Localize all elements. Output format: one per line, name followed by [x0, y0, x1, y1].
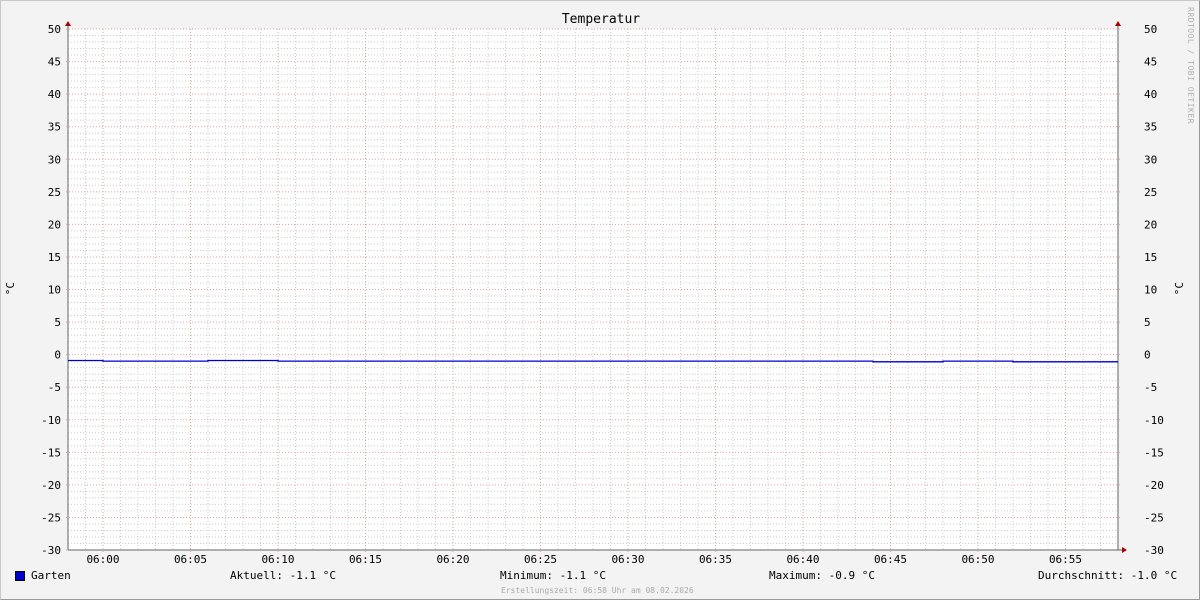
y-tick-label-left: -5 — [48, 381, 61, 394]
y-tick-label-right: -5 — [1144, 381, 1157, 394]
x-tick-label: 06:00 — [86, 553, 119, 566]
x-axis-arrow-icon — [1122, 547, 1127, 553]
y-tick-label-left: -20 — [41, 479, 61, 492]
y-tick-label-left: 10 — [48, 284, 61, 297]
y-axis-label-right: °C — [1173, 282, 1186, 296]
y-tick-label-right: 10 — [1144, 284, 1157, 297]
watermark: RRDTOOL / TOBI OETIKER — [1186, 7, 1195, 124]
x-tick-label: 06:55 — [1049, 553, 1082, 566]
y-tick-label-left: 50 — [48, 23, 61, 36]
y-axis-arrow-icon — [65, 21, 71, 26]
y-tick-label-left: 0 — [54, 349, 61, 362]
y-tick-label-right: 40 — [1144, 88, 1157, 101]
y-tick-label-left: -25 — [41, 511, 61, 524]
y-tick-label-right: 35 — [1144, 121, 1157, 134]
x-tick-label: 06:30 — [611, 553, 644, 566]
series-line — [68, 359, 1118, 363]
x-tick-label: 06:35 — [699, 553, 732, 566]
y-tick-label-left: 35 — [48, 121, 61, 134]
chart-title: Temperatur — [561, 12, 641, 27]
y-tick-label-right: -25 — [1144, 511, 1164, 524]
legend-maximum: Maximum: -0.9 °C — [769, 569, 875, 582]
x-tick-label: 06:45 — [874, 553, 907, 566]
y-tick-label-left: 5 — [54, 316, 61, 329]
legend-average: Durchschnitt: -1.0 °C — [1038, 569, 1178, 582]
x-tick-label: 06:05 — [174, 553, 207, 566]
y-tick-label-right: -10 — [1144, 414, 1164, 427]
legend-minimum: Minimum: -1.1 °C — [500, 569, 606, 582]
y-tick-label-right: 20 — [1144, 218, 1157, 231]
y-tick-label-right: 25 — [1144, 186, 1157, 199]
y-tick-label-left: 45 — [48, 56, 61, 69]
x-tick-label: 06:40 — [786, 553, 819, 566]
y-tick-label-left: 25 — [48, 186, 61, 199]
x-tick-label: 06:15 — [349, 553, 382, 566]
x-tick-label: 06:20 — [436, 553, 469, 566]
y-tick-label-right: -20 — [1144, 479, 1164, 492]
y-tick-label-right: 30 — [1144, 153, 1157, 166]
y-tick-label-right: 0 — [1144, 349, 1151, 362]
legend-series: Garten — [31, 569, 71, 582]
y-tick-label-left: 30 — [48, 153, 61, 166]
y-tick-label-right: 15 — [1144, 251, 1157, 264]
x-tick-label: 06:10 — [261, 553, 294, 566]
footer-timestamp: Erstellungszeit: 06:58 Uhr am 08.02.2026 — [501, 586, 694, 595]
legend-current: Aktuell: -1.1 °C — [230, 569, 336, 582]
y-tick-label-right: -30 — [1144, 544, 1164, 557]
x-tick-label: 06:50 — [961, 553, 994, 566]
x-tick-label: 06:25 — [524, 553, 557, 566]
y-tick-label-left: 20 — [48, 218, 61, 231]
y-tick-label-right: 5 — [1144, 316, 1151, 329]
y-tick-label-left: 15 — [48, 251, 61, 264]
y-tick-label-right: 50 — [1144, 23, 1157, 36]
y-axis-label-left: °C — [4, 282, 17, 296]
y-tick-label-left: -10 — [41, 414, 61, 427]
y-tick-label-left: -30 — [41, 544, 61, 557]
legend-swatch — [15, 571, 25, 581]
y-tick-label-right: -15 — [1144, 446, 1164, 459]
y-tick-label-left: 40 — [48, 88, 61, 101]
y-axis-arrow-icon — [1115, 21, 1121, 26]
y-tick-label-right: 45 — [1144, 56, 1157, 69]
y-tick-label-left: -15 — [41, 446, 61, 459]
